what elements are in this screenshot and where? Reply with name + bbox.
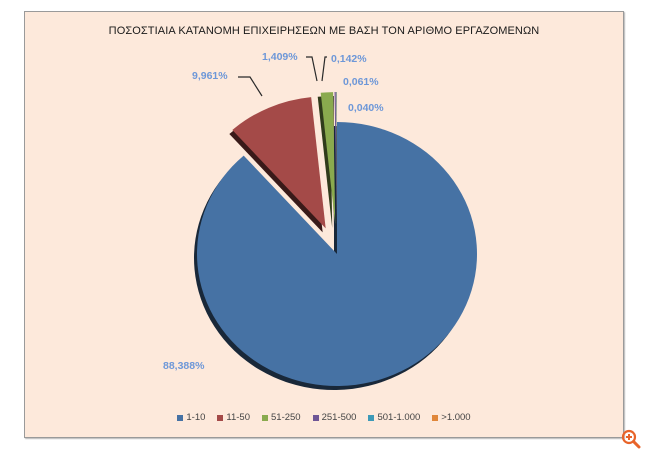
zoom-in-icon[interactable] [621,429,641,449]
legend-item: 251-500 [312,412,357,423]
pie-slices [197,92,478,387]
legend-swatch-icon [262,414,268,421]
leader-lines [238,56,327,97]
pie-slice-251-500[interactable] [334,92,337,225]
chart-legend: 1-10 11-50 51-250 251-500 501-1.000 >1.0… [25,412,623,423]
pie-slice-1-10[interactable] [197,122,478,387]
legend-item: 11-50 [217,412,250,423]
legend-label: 11-50 [226,412,250,423]
legend-swatch-icon [177,414,184,421]
legend-label: 1-10 [186,412,206,423]
leader-line [238,76,263,97]
data-label: 0,040% [348,102,384,114]
legend-swatch-icon [312,414,319,421]
leader-line [321,56,327,82]
legend-label: 51-250 [271,412,301,423]
legend-item: >1.000 [432,412,471,423]
legend-label: 251-500 [321,412,357,423]
leader-line [306,56,318,82]
pie-slice-11-50[interactable] [232,97,326,229]
data-label: 9,961% [192,70,228,82]
legend-swatch-icon [432,414,439,421]
legend-label: 501-1.000 [377,412,421,423]
legend-swatch-icon [217,414,224,421]
data-label: 0,061% [343,76,379,88]
legend-swatch-icon [368,414,375,421]
legend-item: 1-10 [177,412,205,423]
legend-label: >1.000 [441,412,471,423]
data-label: 88,388% [163,360,205,372]
data-labels: 88,388% 9,961% 1,409% 0,142% 0,061% 0,040% [163,51,384,372]
legend-item: 501-1.000 [368,412,420,423]
data-label: 1,409% [262,51,298,63]
chart-title: ΠΟΣΟΣΤΙΑΙΑ ΚΑΤΑΝΟΜΗ ΕΠΙΧΕΙΡΗΣΕΩΝ ΜΕ ΒΑΣΗ… [108,25,540,37]
pie-slice-501-1.000[interactable] [335,92,337,225]
pie-slice-51-250[interactable] [320,92,336,225]
data-label: 0,142% [331,53,367,65]
legend-item: 51-250 [262,412,301,423]
